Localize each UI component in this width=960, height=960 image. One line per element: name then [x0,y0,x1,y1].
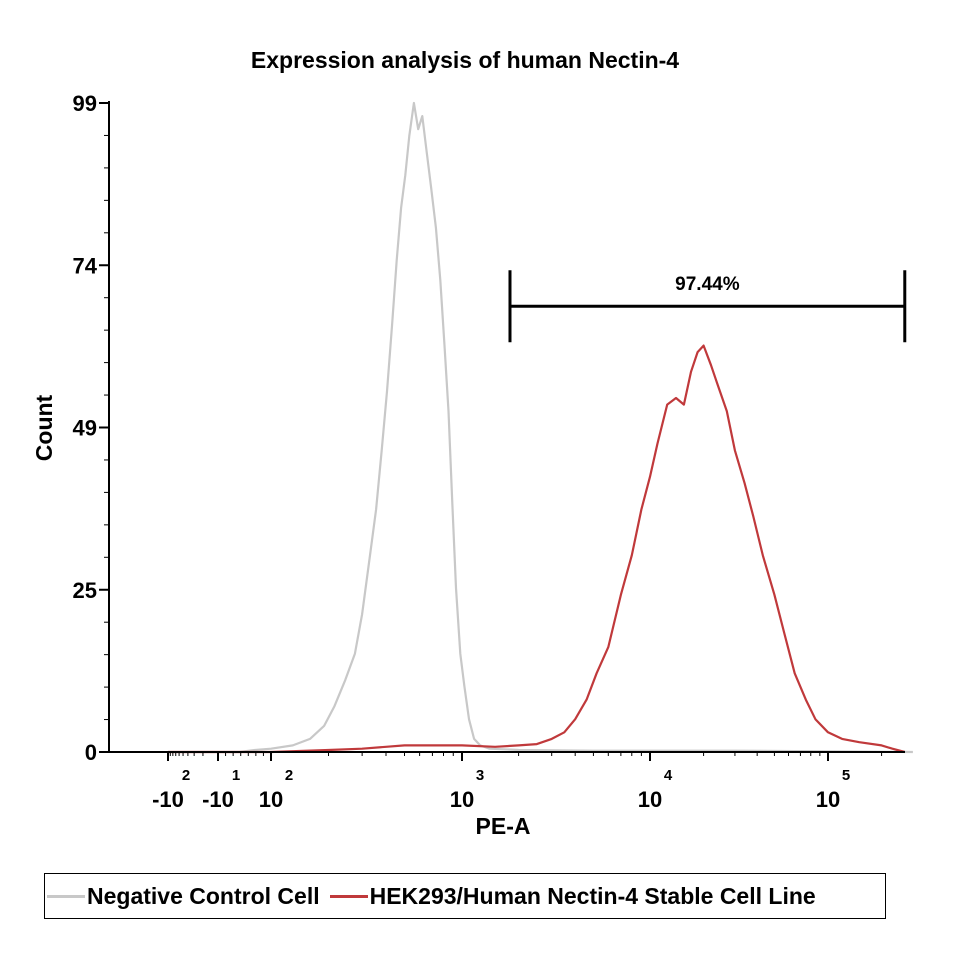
histogram-chart: Expression analysis of human Nectin-4 Co… [31,47,913,839]
x-tick-label-base: -10 [202,787,234,812]
x-tick-label-base: -10 [152,787,184,812]
x-axis-label: PE-A [476,813,531,839]
legend-item-negative-control: Negative Control Cell [47,883,320,910]
x-tick-label-base: 10 [638,787,662,812]
legend-label-nectin4-cell-line: HEK293/Human Nectin-4 Stable Cell Line [369,882,816,909]
x-tick-label-base: 10 [259,787,283,812]
x-tick-label-exponent: 1 [232,767,240,784]
y-axis-label: Count [31,394,57,461]
x-tick-label-exponent: 2 [182,767,190,784]
x-tick-label-exponent: 3 [476,767,484,784]
legend-label-negative-control: Negative Control Cell [87,882,320,909]
series-layer [168,101,913,754]
x-tick-label-exponent: 4 [664,767,673,784]
gate-marker: 97.44% [508,270,907,343]
y-tick-label: 74 [73,253,98,278]
gate-percentage-label: 97.44% [675,274,740,295]
y-tick-label: 0 [85,740,97,765]
legend: Negative Control Cell HEK293/Human Necti… [44,873,886,919]
legend-swatch-negative-control [47,894,85,898]
y-tick-label: 99 [73,91,97,116]
x-tick-label-exponent: 2 [285,767,293,784]
axes-layer [108,101,905,753]
y-tick-label: 49 [73,416,97,441]
chart-title: Expression analysis of human Nectin-4 [251,47,679,73]
legend-item-nectin4-cell-line: HEK293/Human Nectin-4 Stable Cell Line [329,882,816,910]
series-line-negative-control [168,101,913,754]
series-line-nectin4-cell-line [168,344,906,754]
x-tick-label-exponent: 5 [842,767,850,784]
y-tick-label: 25 [73,578,97,603]
x-tick-label-base: 10 [816,787,840,812]
x-tick-label-base: 10 [450,787,474,812]
legend-swatch-nectin4-cell-line [329,894,368,898]
